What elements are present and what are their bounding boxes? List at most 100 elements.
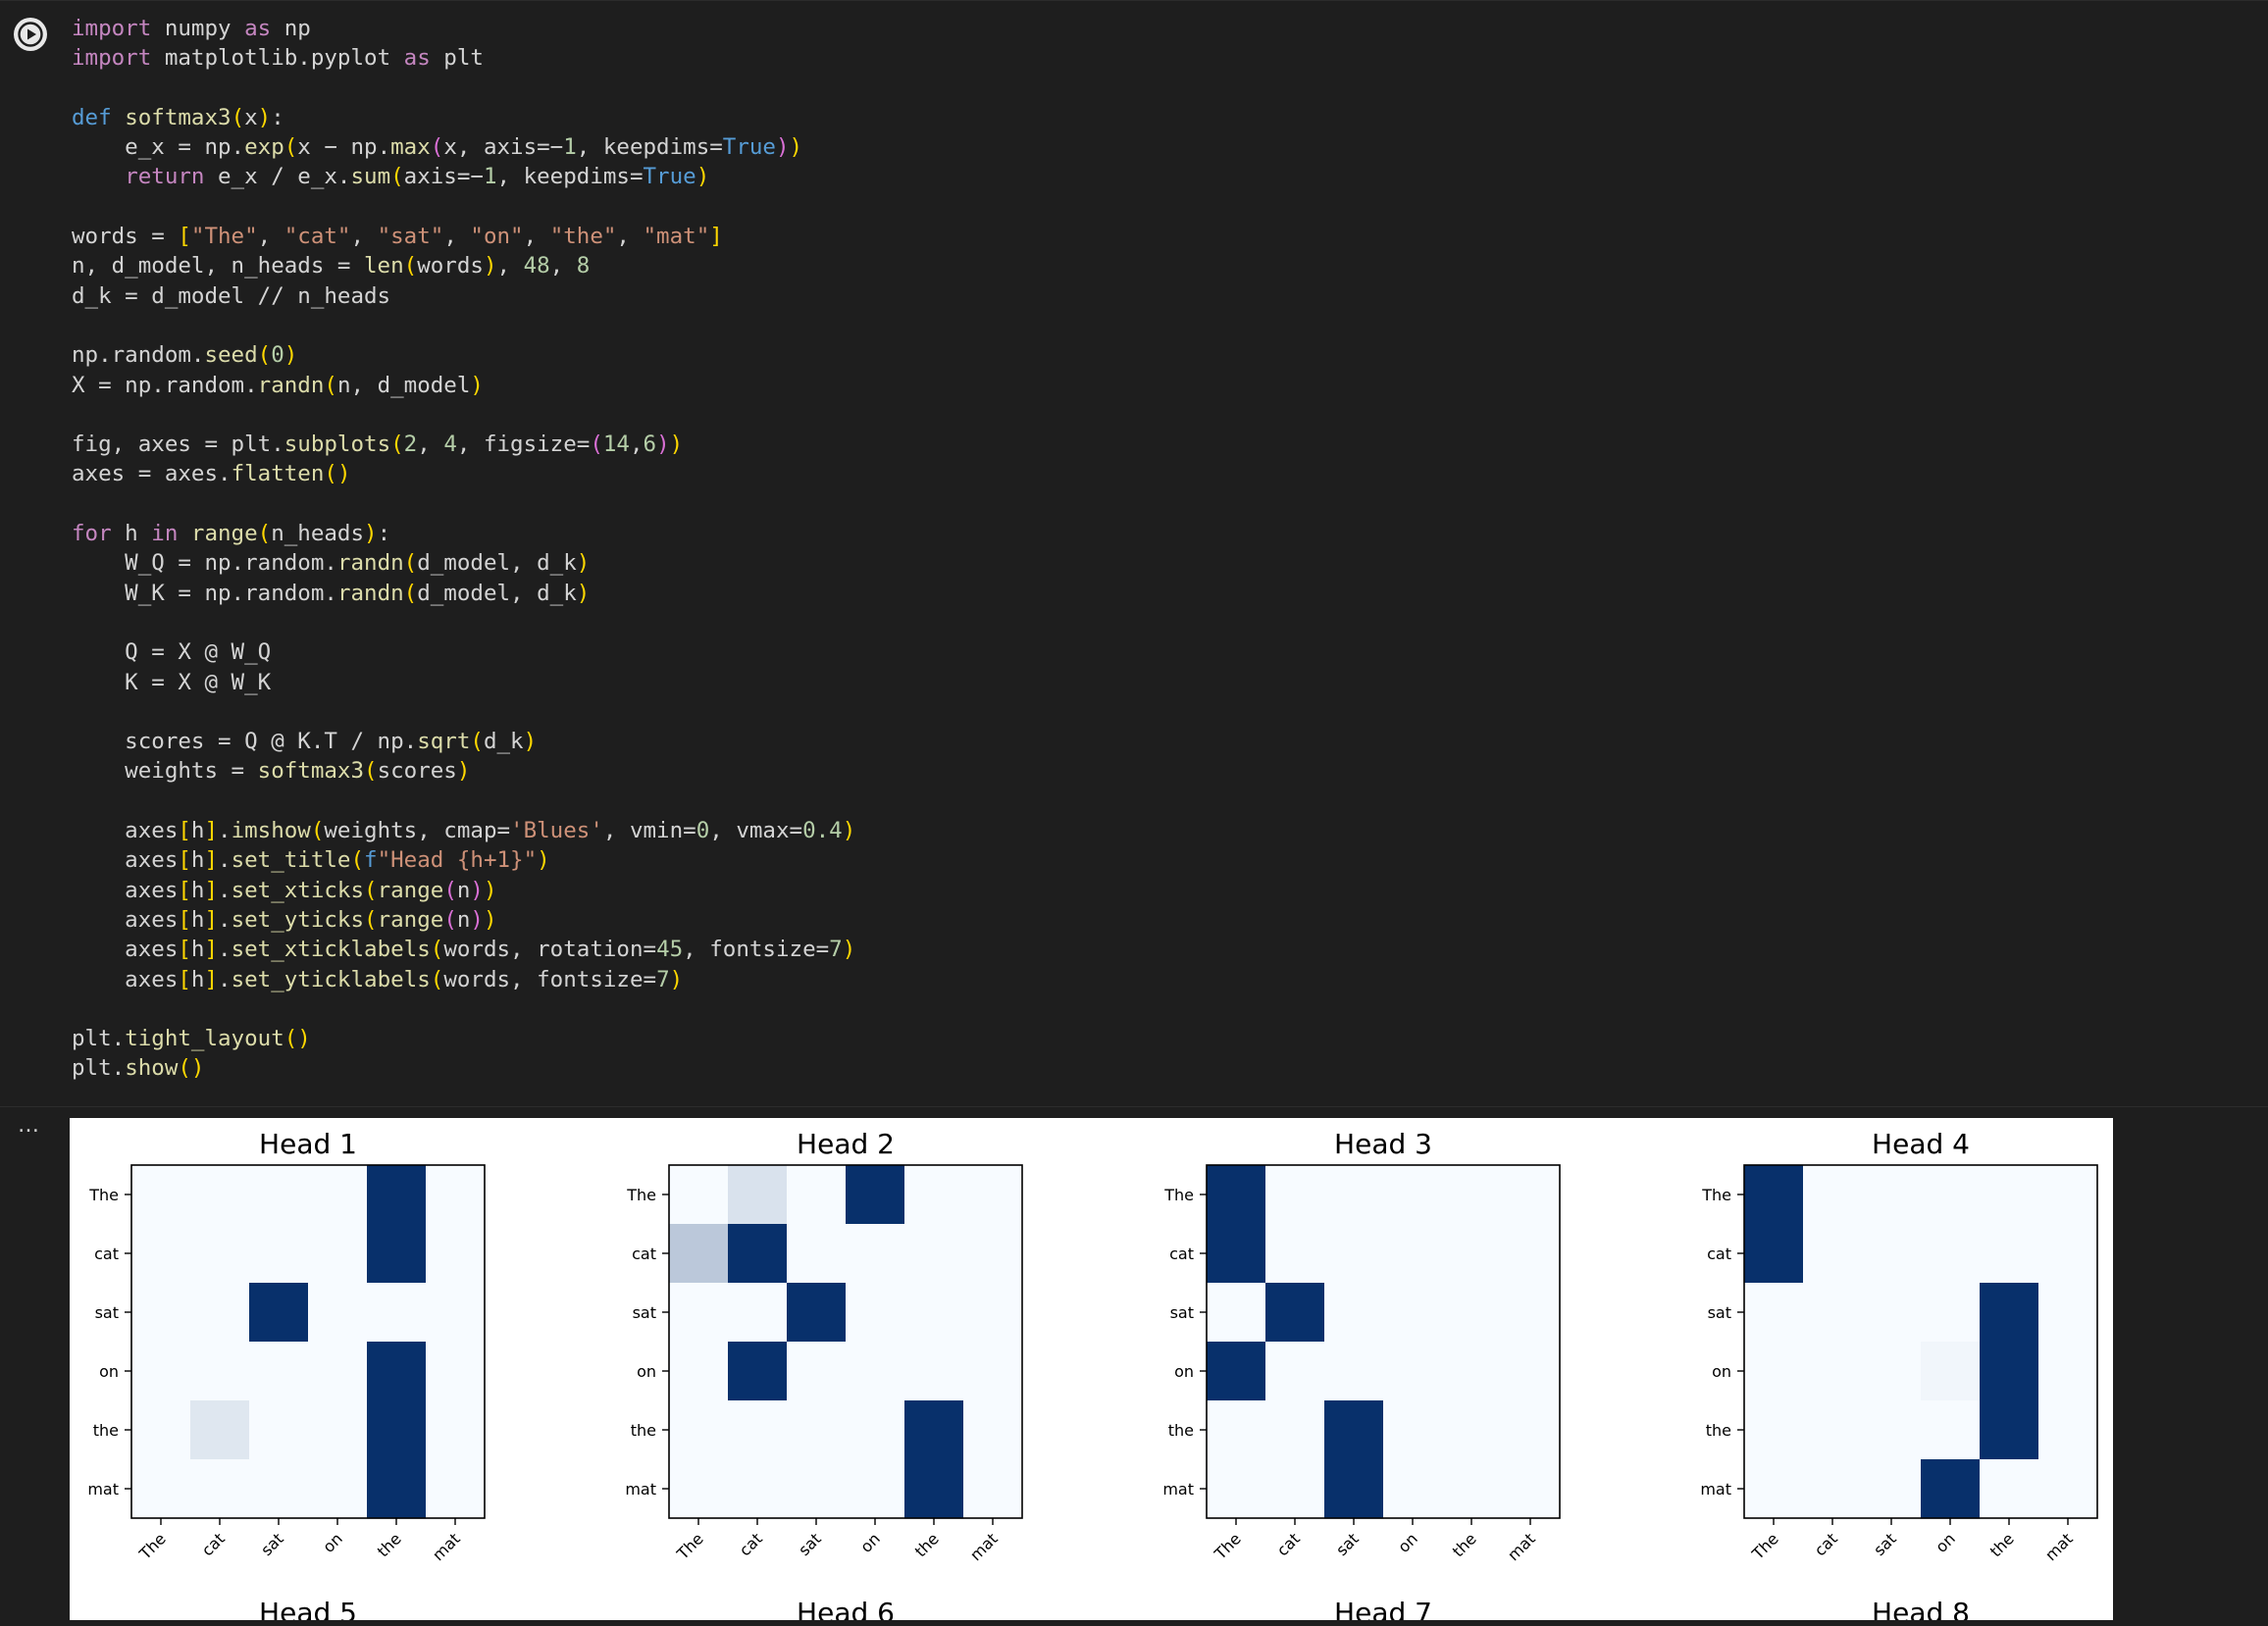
code-editor[interactable]: import numpy as np import matplotlib.pypl… <box>72 14 855 1084</box>
heatmap-cell <box>1744 1283 1804 1343</box>
heatmap-cell <box>1501 1400 1561 1460</box>
heatmap-cell <box>1324 1400 1384 1460</box>
y-tick-label: the <box>1168 1421 1194 1440</box>
y-tick-label: sat <box>633 1303 656 1322</box>
code-line: import numpy as np <box>72 16 311 41</box>
x-tick-label: cat <box>198 1529 229 1559</box>
heatmap-cell <box>1265 1224 1325 1284</box>
heatmap-cell <box>426 1165 486 1225</box>
heatmap-cell <box>131 1165 191 1225</box>
heatmap-cell <box>249 1459 309 1519</box>
heatmap-cell <box>308 1283 368 1343</box>
x-tick-label: cat <box>1811 1529 1841 1559</box>
heatmap-cell <box>1265 1400 1325 1460</box>
heatmap-cell <box>1501 1165 1561 1225</box>
y-tick-label: sat <box>95 1303 119 1322</box>
code-line <box>72 787 855 816</box>
heatmap-cell <box>1803 1342 1863 1401</box>
code-line: plt.show() <box>72 1055 205 1082</box>
heatmap-cell <box>904 1459 964 1519</box>
heatmap-cell <box>787 1400 847 1460</box>
run-cell-button[interactable] <box>14 18 47 51</box>
x-tick-label: the <box>911 1529 943 1560</box>
code-line: K = X @ W_K <box>72 669 272 695</box>
heatmap-cell <box>787 1459 847 1519</box>
code-line: for h in range(n_heads): <box>72 521 391 547</box>
heatmap-cell <box>308 1165 368 1225</box>
heatmap-cell <box>426 1342 486 1401</box>
code-line: words = ["The", "cat", "sat", "on", "the… <box>72 224 723 250</box>
heatmap-cell <box>1265 1459 1325 1519</box>
heatmap-cell <box>426 1459 486 1519</box>
heatmap-cell <box>846 1165 905 1225</box>
heatmap-cell <box>1383 1459 1443 1519</box>
code-line: axes = axes.flatten() <box>72 461 351 487</box>
heatmap-cell <box>904 1400 964 1460</box>
play-circle-icon <box>15 19 46 50</box>
code-line <box>72 697 855 727</box>
panel-title: Head 1 <box>259 1128 357 1160</box>
heatmap-cell <box>904 1283 964 1343</box>
heatmap-cell <box>190 1224 250 1284</box>
output-menu-button[interactable]: … <box>18 1115 40 1137</box>
heatmap-cell <box>963 1165 1023 1225</box>
code-line <box>72 994 855 1024</box>
heatmap-cell <box>1744 1224 1804 1284</box>
code-line: import matplotlib.pyplot as plt <box>72 45 484 72</box>
heatmap-cell <box>1803 1459 1863 1519</box>
heatmap-cell <box>1803 1165 1863 1225</box>
x-tick-label: on <box>856 1529 884 1556</box>
heatmap-cell <box>1324 1165 1384 1225</box>
heatmap-cell <box>1442 1165 1502 1225</box>
heatmap-cell <box>1921 1283 1981 1343</box>
heatmap-cell <box>1980 1165 2039 1225</box>
code-line: axes[h].set_yticklabels(words, fontsize=… <box>72 966 684 992</box>
heatmap-cell <box>1442 1400 1502 1460</box>
heatmap-cell <box>1921 1224 1981 1284</box>
heatmap-cell <box>1980 1400 2039 1460</box>
heatmap-cell <box>249 1283 309 1343</box>
heatmap-cell <box>1501 1459 1561 1519</box>
heatmap-cell <box>1921 1459 1981 1519</box>
heatmap-cell <box>1324 1459 1384 1519</box>
x-tick-label: the <box>1986 1529 2018 1560</box>
heatmap-cell <box>846 1283 905 1343</box>
x-tick-label: mat <box>429 1529 464 1564</box>
x-tick-label: sat <box>1332 1529 1363 1559</box>
heatmap-cell <box>308 1459 368 1519</box>
panel-title: Head 2 <box>797 1128 895 1160</box>
heatmap-cell <box>1324 1224 1384 1284</box>
heatmap-panel: Head 6 <box>797 1597 895 1620</box>
heatmap-cell <box>1383 1283 1443 1343</box>
y-tick-label: cat <box>1707 1245 1731 1263</box>
y-tick-label: cat <box>632 1245 656 1263</box>
heatmap-cell <box>846 1400 905 1460</box>
code-line <box>72 74 855 103</box>
heatmap-cell <box>787 1224 847 1284</box>
code-line <box>72 400 855 430</box>
heatmap-cell <box>2038 1283 2098 1343</box>
heatmap-cell <box>308 1224 368 1284</box>
heatmap-cell <box>1980 1342 2039 1401</box>
y-tick-label: mat <box>625 1480 656 1499</box>
code-line <box>72 489 855 519</box>
code-line: axes[h].set_yticks(range(n)) <box>72 906 497 933</box>
code-line: e_x = np.exp(x − np.max(x, axis=−1, keep… <box>72 134 803 161</box>
x-tick-label: The <box>673 1529 707 1563</box>
code-line: axes[h].set_title(f"Head {h+1}") <box>72 847 550 874</box>
code-line: plt.tight_layout() <box>72 1026 311 1052</box>
axes-frame <box>1206 1164 1561 1519</box>
heatmap-panel: Head 8 <box>1872 1597 1970 1620</box>
axes-frame <box>130 1164 486 1519</box>
code-line: axes[h].set_xticks(range(n)) <box>72 877 497 903</box>
y-tick-label: the <box>1706 1421 1731 1440</box>
code-line: np.random.seed(0) <box>72 342 298 369</box>
heatmap-cell <box>426 1400 486 1460</box>
code-line: def softmax3(x): <box>72 104 284 130</box>
x-tick-label: cat <box>1273 1529 1304 1559</box>
heatmap-cell <box>1744 1165 1804 1225</box>
heatmap-cell <box>131 1459 191 1519</box>
x-tick-label: sat <box>795 1529 825 1559</box>
